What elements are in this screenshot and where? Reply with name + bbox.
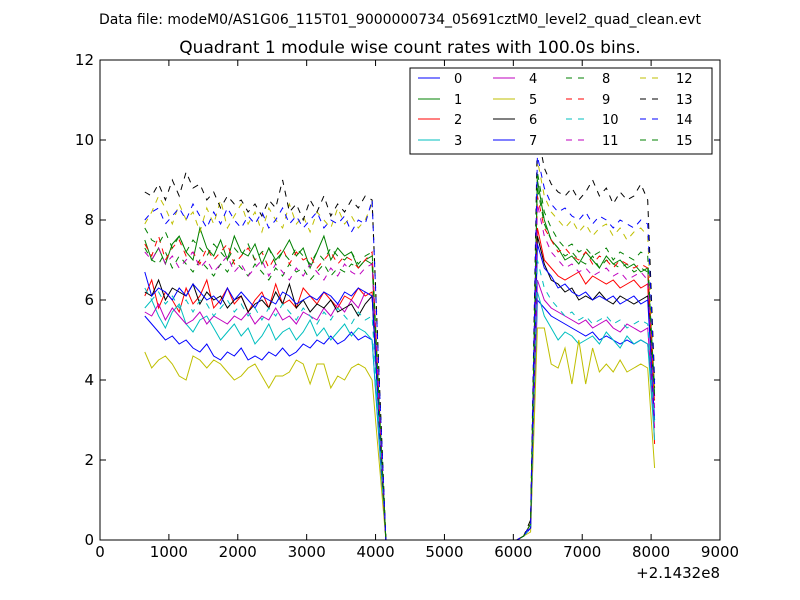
- legend-label-3: 3: [454, 134, 462, 149]
- x-tick-label: 8000: [632, 543, 670, 561]
- legend-box: [409, 67, 713, 155]
- legend-label-6: 6: [529, 113, 537, 128]
- x-tick-label: 9000: [701, 543, 739, 561]
- y-tick-label: 12: [75, 51, 94, 69]
- y-tick-label: 10: [75, 131, 94, 149]
- legend-label-7: 7: [529, 134, 537, 149]
- legend-label-0: 0: [454, 72, 462, 87]
- legend-label-2: 2: [454, 113, 462, 128]
- x-tick-label: 0: [95, 543, 105, 561]
- x-tick-label: 6000: [494, 543, 532, 561]
- series-line-10: [144, 259, 656, 541]
- legend-label-4: 4: [529, 72, 537, 87]
- legend-label-5: 5: [529, 93, 537, 108]
- x-tick-label: 5000: [425, 543, 463, 561]
- y-tick-label: 8: [84, 211, 94, 229]
- chart-title: Quadrant 1 module wise count rates with …: [179, 38, 640, 58]
- y-tick-label: 6: [84, 291, 94, 309]
- legend-label-1: 1: [454, 93, 462, 108]
- legend-label-12: 12: [676, 72, 693, 87]
- suptitle: Data file: modeM0/AS1G06_115T01_90000007…: [99, 12, 701, 28]
- legend-label-9: 9: [602, 93, 610, 108]
- ticks-layer: 0 1000 2000 3000 4000 5000 6000 7000 8000 9000 0 2 4…: [75, 51, 739, 561]
- y-tick-label: 2: [84, 451, 94, 469]
- series-line-12: [144, 159, 656, 541]
- legend-label-8: 8: [602, 72, 610, 87]
- x-offset-label: +2.1432e8: [636, 564, 720, 582]
- x-tick-label: 4000: [356, 543, 394, 561]
- x-tick-label: 1000: [150, 543, 188, 561]
- y-tick-label: 4: [84, 371, 94, 389]
- series-line-11: [144, 203, 656, 541]
- x-tick-label: 2000: [219, 543, 257, 561]
- x-tick-label: 3000: [288, 543, 326, 561]
- legend-label-11: 11: [602, 134, 619, 149]
- legend-label-10: 10: [602, 113, 619, 128]
- x-tick-label: 7000: [563, 543, 601, 561]
- y-tick-label: 0: [84, 531, 94, 549]
- legend-label-14: 14: [676, 113, 693, 128]
- series-line-15: [144, 171, 656, 541]
- legend-label-13: 13: [676, 93, 693, 108]
- legend-label-15: 15: [676, 134, 693, 149]
